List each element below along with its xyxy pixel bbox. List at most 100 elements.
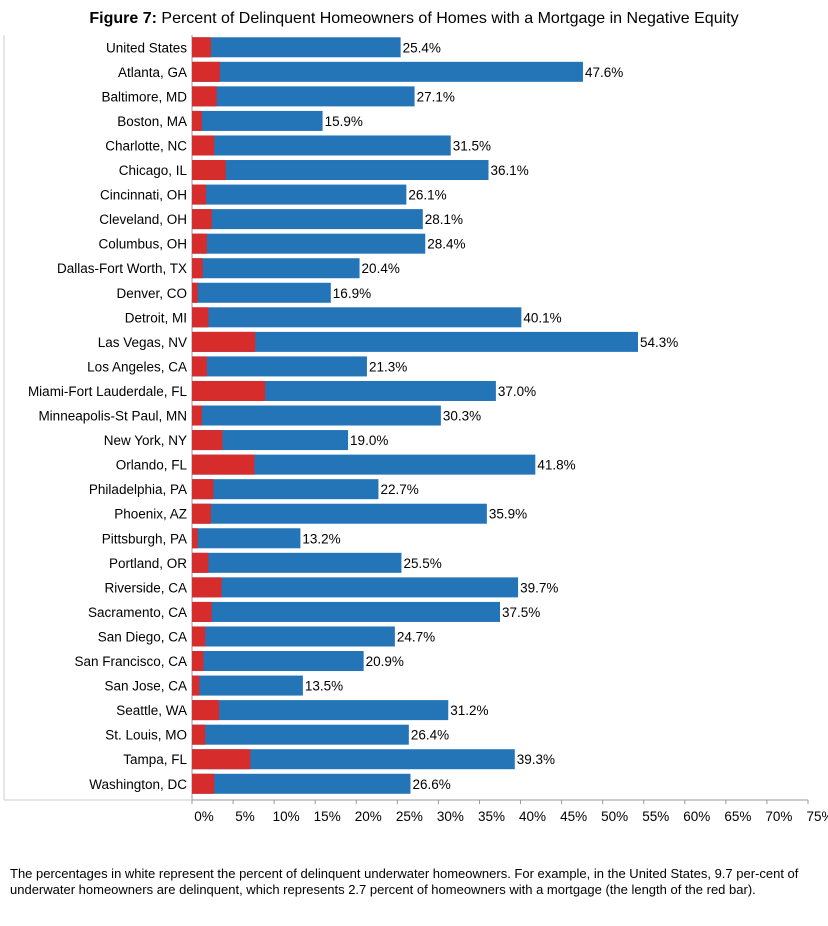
delinquent-bar bbox=[192, 577, 222, 598]
category-label: Cincinnati, OH bbox=[100, 188, 187, 203]
bar-value-label: 28.4% bbox=[427, 237, 465, 252]
category-label: Riverside, CA bbox=[104, 580, 187, 595]
bar-value-label: 31.5% bbox=[453, 138, 491, 153]
negative-equity-bar bbox=[192, 454, 536, 475]
delinquent-bar bbox=[192, 528, 198, 549]
delinquent-bar bbox=[192, 86, 217, 107]
delinquent-bar bbox=[192, 552, 209, 573]
category-label: Columbus, OH bbox=[98, 237, 187, 252]
bar-value-label: 26.1% bbox=[408, 188, 446, 203]
bar-value-label: 37.5% bbox=[502, 605, 540, 620]
bar-value-label: 26.6% bbox=[412, 777, 450, 792]
negative-equity-bar bbox=[192, 724, 409, 745]
bar-value-label: 54.3% bbox=[640, 335, 678, 350]
delinquent-bar bbox=[192, 724, 206, 745]
bar-value-label: 19.0% bbox=[350, 433, 388, 448]
category-label: Baltimore, MD bbox=[101, 89, 187, 104]
bar-value-label: 31.2% bbox=[450, 703, 488, 718]
delinquent-bar bbox=[192, 454, 255, 475]
delinquent-bar bbox=[192, 700, 220, 721]
category-label: Denver, CO bbox=[116, 286, 187, 301]
delinquent-bar bbox=[192, 282, 198, 303]
delinquent-bar bbox=[192, 651, 204, 672]
delinquent-bar bbox=[192, 405, 202, 426]
bar-value-label: 24.7% bbox=[397, 629, 435, 644]
category-label: Pittsburgh, PA bbox=[102, 531, 187, 546]
negative-equity-bar bbox=[192, 577, 519, 598]
delinquent-bar bbox=[192, 503, 211, 524]
negative-equity-bar bbox=[192, 749, 515, 770]
delinquent-bar bbox=[192, 626, 206, 647]
category-label: San Jose, CA bbox=[104, 679, 187, 694]
delinquent-bar bbox=[192, 773, 215, 794]
category-label: Miami-Fort Lauderdale, FL bbox=[28, 384, 188, 399]
category-label: Cleveland, OH bbox=[99, 212, 187, 227]
x-tick-label: 50% bbox=[601, 809, 628, 824]
delinquent-bar bbox=[192, 37, 211, 58]
negative-equity-bar bbox=[192, 626, 395, 647]
negative-equity-bar bbox=[192, 86, 415, 107]
category-label: Portland, OR bbox=[109, 556, 187, 571]
bar-value-label: 16.9% bbox=[333, 286, 371, 301]
category-label: Sacramento, CA bbox=[88, 605, 187, 620]
x-tick-label: 70% bbox=[765, 809, 792, 824]
bar-value-label: 15.9% bbox=[325, 114, 363, 129]
bar-value-label: 37.0% bbox=[498, 384, 536, 399]
x-tick-label: 40% bbox=[519, 809, 546, 824]
bar-value-label: 39.7% bbox=[520, 580, 558, 595]
negative-equity-bar bbox=[192, 430, 349, 451]
bar-value-label: 41.8% bbox=[537, 458, 575, 473]
negative-equity-bar bbox=[192, 700, 449, 721]
x-tick-label: 75% bbox=[806, 809, 828, 824]
bar-value-label: 26.4% bbox=[411, 728, 449, 743]
negative-equity-bar bbox=[192, 233, 426, 254]
category-label: Atlanta, GA bbox=[118, 65, 187, 80]
negative-equity-bar bbox=[192, 651, 364, 672]
category-label: San Francisco, CA bbox=[74, 654, 187, 669]
delinquent-bar bbox=[192, 675, 200, 696]
x-tick-label: 0% bbox=[194, 809, 214, 824]
delinquent-bar bbox=[192, 184, 206, 205]
bar-value-label: 13.5% bbox=[305, 679, 343, 694]
x-tick-label: 35% bbox=[478, 809, 505, 824]
bar-value-label: 28.1% bbox=[425, 212, 463, 227]
delinquent-bar bbox=[192, 258, 203, 279]
negative-equity-bar bbox=[192, 773, 411, 794]
negative-equity-bar bbox=[192, 528, 301, 549]
category-label: Los Angeles, CA bbox=[87, 359, 187, 374]
negative-equity-bar bbox=[192, 282, 331, 303]
x-tick-label: 55% bbox=[642, 809, 669, 824]
negative-equity-bar bbox=[192, 61, 583, 82]
delinquent-bar bbox=[192, 233, 207, 254]
category-label: St. Louis, MO bbox=[105, 728, 187, 743]
category-label: Washington, DC bbox=[89, 777, 187, 792]
delinquent-bar bbox=[192, 380, 266, 401]
category-label: Philadelphia, PA bbox=[89, 482, 187, 497]
bar-value-label: 20.4% bbox=[362, 261, 400, 276]
chart-title: Figure 7: Percent of Delinquent Homeowne… bbox=[0, 10, 828, 28]
x-tick-label: 10% bbox=[273, 809, 300, 824]
negative-equity-bar bbox=[192, 135, 451, 156]
category-label: United States bbox=[106, 40, 187, 55]
delinquent-bar bbox=[192, 307, 209, 328]
delinquent-bar bbox=[192, 61, 220, 82]
bar-chart: United States 25.4% Atlanta, GA 47.6% Baltim… bbox=[3, 35, 828, 824]
delinquent-bar bbox=[192, 331, 256, 352]
x-tick-label: 5% bbox=[235, 809, 255, 824]
delinquent-bar bbox=[192, 135, 215, 156]
negative-equity-bar bbox=[192, 479, 379, 500]
footnote: The percentages in white represent the p… bbox=[10, 866, 799, 897]
negative-equity-bar bbox=[192, 503, 487, 524]
category-label: Minneapolis-St Paul, MN bbox=[38, 409, 187, 424]
figure-title-text: Percent of Delinquent Homeowners of Home… bbox=[161, 10, 739, 27]
category-label: Phoenix, AZ bbox=[114, 507, 187, 522]
bar-value-label: 30.3% bbox=[443, 409, 481, 424]
delinquent-bar bbox=[192, 209, 212, 230]
delinquent-bar bbox=[192, 160, 226, 181]
category-label: Dallas-Fort Worth, TX bbox=[57, 261, 187, 276]
category-label: San Diego, CA bbox=[98, 629, 187, 644]
category-label: Chicago, IL bbox=[119, 163, 188, 178]
negative-equity-bar bbox=[192, 184, 407, 205]
x-tick-label: 65% bbox=[724, 809, 751, 824]
bar-value-label: 20.9% bbox=[366, 654, 404, 669]
